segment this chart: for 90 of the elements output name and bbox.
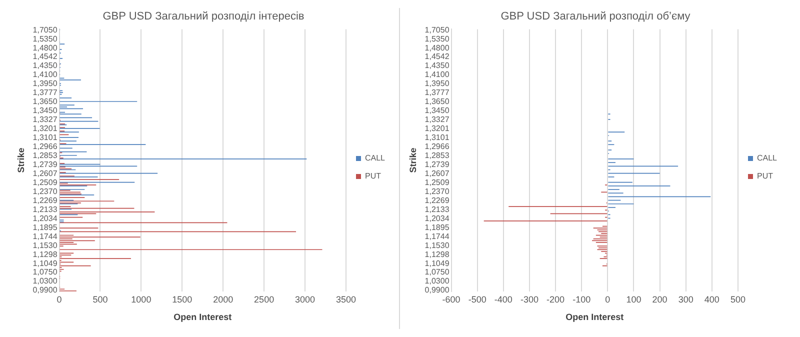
y-tick-label: 1,4800 <box>424 43 450 52</box>
x-tick-label: 1500 <box>172 294 192 304</box>
y-tick-label: 1,3777 <box>424 88 450 98</box>
y-tick-label: 1,1530 <box>424 240 450 250</box>
y-tick-label: 1,1049 <box>32 258 58 268</box>
y-tick-label: 1,2034 <box>424 214 450 223</box>
y-tick-label: 1,2370 <box>424 186 450 196</box>
y-tick-label: 1,3201 <box>32 124 58 134</box>
y-tick-label: 1,3327 <box>424 115 450 124</box>
y-tick-label: 0,9900 <box>424 286 450 295</box>
legend-label: CALL <box>364 154 386 163</box>
y-tick-label: 1,4100 <box>32 70 58 80</box>
y-tick-label: 1,7050 <box>424 25 450 34</box>
x-tick-label: -200 <box>546 294 565 304</box>
y-tick-label: 1,2509 <box>32 178 58 187</box>
y-tick-label: 1,3101 <box>32 133 58 142</box>
y-tick-label: 1,1298 <box>424 250 450 259</box>
x-tick-label: 400 <box>704 294 720 304</box>
y-tick-label: 1,3950 <box>32 79 58 88</box>
x-tick-label: -500 <box>468 294 486 304</box>
y-tick-label: 1,2133 <box>32 204 58 214</box>
y-tick-label: 1,2370 <box>32 186 58 196</box>
y-tick-label: 1,4542 <box>32 52 58 62</box>
y-tick-label: 1,2966 <box>424 142 450 152</box>
y-tick-label: 1,2966 <box>32 142 58 152</box>
y-tick-label: 1,1744 <box>32 232 58 241</box>
y-tick-label: 1,2133 <box>424 204 450 214</box>
y-tick-label: 1,2607 <box>32 168 58 178</box>
y-tick-label: 1,2269 <box>32 196 58 205</box>
y-tick-label: 1,3450 <box>32 106 58 116</box>
y-tick-label: 1,0300 <box>32 276 58 286</box>
y-axis-title: Strike <box>16 148 26 173</box>
y-tick-label: 1,1298 <box>32 250 58 259</box>
y-tick-label: 1,5350 <box>424 34 450 44</box>
x-tick-label: -100 <box>572 294 591 304</box>
x-axis-title: Open Interest <box>566 312 624 322</box>
x-tick-label: 500 <box>730 294 746 304</box>
y-tick-label: 1,3777 <box>32 88 58 98</box>
y-tick-label: 1,2853 <box>32 151 58 160</box>
y-tick-label: 1,0750 <box>424 268 450 277</box>
y-tick-label: 1,1530 <box>32 240 58 250</box>
y-tick-label: 1,1744 <box>424 232 450 241</box>
x-tick-label: 200 <box>652 294 668 304</box>
x-axis-title: Open Interest <box>174 312 232 322</box>
y-tick-label: 1,5350 <box>32 34 58 44</box>
chart-title: GBP USD Загальний розподіл об’єму <box>500 10 691 23</box>
x-tick-label: 3000 <box>295 294 316 304</box>
x-tick-label: 1000 <box>131 294 152 304</box>
y-tick-label: 1,3201 <box>424 124 450 134</box>
y-tick-label: 1,7050 <box>32 25 58 34</box>
y-tick-label: 1,3327 <box>32 115 58 124</box>
y-tick-label: 1,3450 <box>424 106 450 116</box>
x-tick-label: -600 <box>442 294 460 304</box>
y-tick-label: 1,0300 <box>424 276 450 286</box>
x-tick-label: -300 <box>520 294 538 304</box>
chart-title: GBP USD Загальний розподіл інтересів <box>102 10 304 23</box>
y-tick-label: 1,3650 <box>32 97 58 106</box>
y-tick-label: 1,4100 <box>424 70 450 80</box>
x-tick-label: 500 <box>92 294 108 304</box>
x-tick-label: 0 <box>605 294 610 304</box>
x-tick-label: 2000 <box>213 294 234 304</box>
y-tick-label: 1,4350 <box>424 61 450 70</box>
y-tick-label: 1,3101 <box>424 133 450 142</box>
y-tick-label: 1,1049 <box>424 258 450 268</box>
x-tick-label: 0 <box>56 294 62 304</box>
y-tick-label: 1,3650 <box>424 97 450 106</box>
y-tick-label: 1,4350 <box>32 61 58 70</box>
y-axis-title: Strike <box>408 148 418 173</box>
y-tick-label: 1,4542 <box>424 52 450 62</box>
y-tick-label: 1,2034 <box>32 214 58 223</box>
x-tick-label: 300 <box>678 294 694 304</box>
y-tick-label: 1,2509 <box>424 178 450 187</box>
y-tick-label: 1,2739 <box>32 160 58 169</box>
y-tick-label: 1,1895 <box>32 222 58 232</box>
y-tick-label: 1,0750 <box>32 268 58 277</box>
y-tick-label: 1,2607 <box>424 168 450 178</box>
y-tick-label: 1,2269 <box>424 196 450 205</box>
y-tick-label: 1,2739 <box>424 160 450 169</box>
x-tick-label: 3500 <box>336 294 356 304</box>
legend-label: PUT <box>364 172 382 181</box>
y-tick-label: 1,2853 <box>424 151 450 160</box>
y-tick-label: 0,9900 <box>32 286 58 295</box>
y-tick-label: 1,3950 <box>424 79 450 88</box>
x-tick-label: -400 <box>494 294 512 304</box>
x-tick-label: 100 <box>626 294 642 304</box>
y-tick-label: 1,4800 <box>32 43 58 52</box>
legend-label: CALL <box>756 154 778 163</box>
legend-label: PUT <box>756 172 774 181</box>
x-tick-label: 2500 <box>254 294 274 304</box>
y-tick-label: 1,1895 <box>424 222 450 232</box>
